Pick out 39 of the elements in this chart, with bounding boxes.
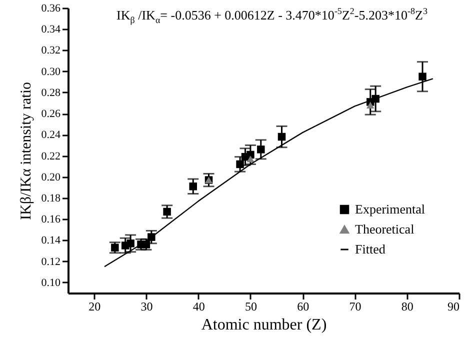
- x-tick-label: 50: [244, 300, 257, 314]
- y-tick-label: 0.24: [41, 129, 61, 142]
- y-tick-label: 0.32: [41, 44, 60, 57]
- point: [366, 102, 374, 108]
- x-axis-title: Atomic number (Z): [201, 316, 327, 334]
- y-tick-label: 0.20: [41, 171, 61, 184]
- x-tick-label: 20: [88, 300, 101, 314]
- x-tick-label: 90: [448, 300, 460, 314]
- text: IK$_{β}$ /IK$_{α}$= -0.0536 + 0.00612Z - 3.470*10$^{-5}$Z$^{2}$-5.203*10$^{-8}$Z$^{3}$: [116, 6, 428, 25]
- y-tick-label: 0.34: [41, 24, 61, 36]
- y-tick-label: 0.12: [41, 256, 60, 268]
- y-tick-label: 0.26: [41, 108, 61, 120]
- point: [111, 244, 119, 252]
- y-axis-title: IKβ/IKα intensity ratio: [18, 82, 34, 220]
- point: [236, 160, 244, 168]
- legend-label: Fitted: [355, 242, 386, 256]
- point: [246, 156, 254, 162]
- point: [163, 208, 171, 216]
- x-tick-label: 80: [401, 300, 414, 314]
- x-tick-label: 60: [297, 300, 310, 314]
- point: [189, 182, 197, 190]
- y-tick-label: 0.18: [41, 192, 61, 204]
- y-tick-label: 0.36: [41, 2, 61, 14]
- y-tick-label: 0.16: [41, 214, 61, 226]
- y-tick-label: 0.22: [41, 150, 60, 162]
- y-tick-label: 0.10: [41, 276, 61, 289]
- y-tick-label: 0.14: [41, 234, 61, 247]
- x-tick-label: 70: [349, 300, 362, 314]
- x-tick-label: 30: [140, 300, 153, 314]
- legend-label: Experimental: [355, 202, 426, 216]
- y-tick-label: 0.28: [41, 86, 61, 99]
- point: [126, 240, 134, 248]
- x-tick-label: 40: [192, 300, 205, 314]
- legend-label: Theoretical: [355, 222, 415, 236]
- point: [257, 146, 265, 154]
- y-tick-label: 0.30: [41, 66, 61, 78]
- point: [418, 72, 426, 80]
- point: [246, 150, 254, 159]
- point: [278, 132, 286, 141]
